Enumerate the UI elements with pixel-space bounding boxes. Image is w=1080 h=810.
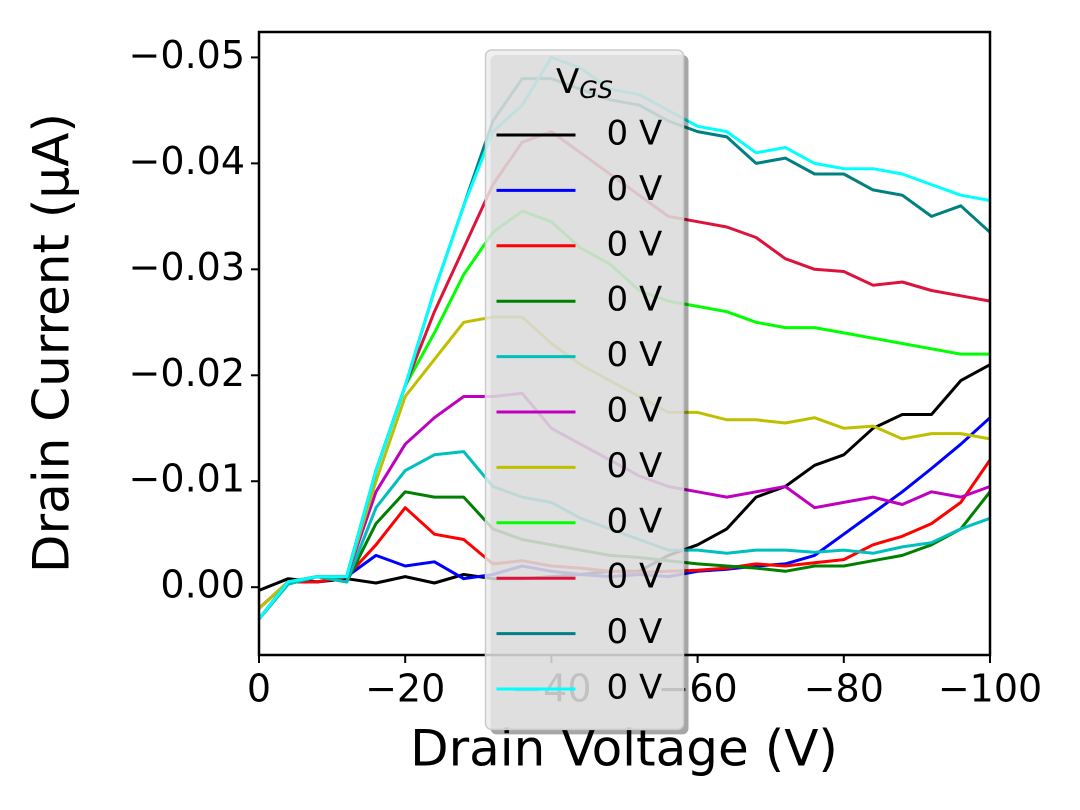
legend-label: 0 V — [607, 169, 663, 209]
legend-label: 0 V — [607, 557, 663, 597]
y-tick-label: −0.01 — [129, 457, 245, 501]
y-tick-label: −0.02 — [129, 351, 245, 395]
x-tick-label: −20 — [365, 667, 445, 711]
legend-label: 0 V — [607, 501, 663, 541]
legend-label: 0 V — [607, 391, 663, 431]
legend-title-main: V — [556, 62, 579, 102]
legend-label: 0 V — [607, 335, 663, 375]
y-tick-label: −0.03 — [129, 245, 245, 289]
legend-box — [484, 49, 685, 731]
legend-title-sub: GS — [579, 76, 613, 104]
y-axis-label: Drain Current (μA) — [23, 113, 81, 573]
y-tick-label: −0.04 — [129, 139, 245, 183]
y-tick-label: −0.05 — [129, 33, 245, 77]
legend-label: 0 V — [607, 114, 663, 154]
legend-title: VGS — [556, 62, 613, 105]
legend-label: 0 V — [607, 280, 663, 320]
legend-label: 0 V — [607, 668, 663, 708]
x-tick-label: −100 — [938, 667, 1042, 711]
legend-label: 0 V — [607, 224, 663, 264]
legend-label: 0 V — [607, 446, 663, 486]
y-tick-label: 0.00 — [160, 563, 245, 607]
x-tick-label: 0 — [247, 667, 271, 711]
legend-label: 0 V — [607, 612, 663, 652]
x-tick-label: −80 — [804, 667, 884, 711]
